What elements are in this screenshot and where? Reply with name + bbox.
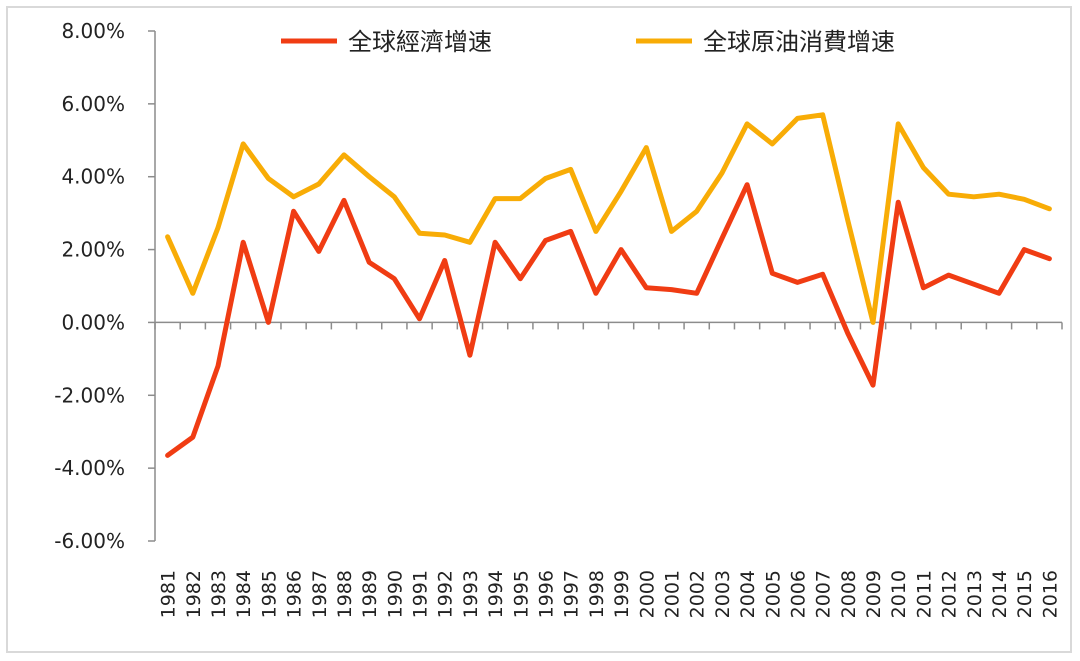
- x-tick-label: 1993: [460, 570, 482, 618]
- series-lines: [165, 112, 1052, 458]
- x-tick-label: 1991: [410, 570, 432, 618]
- y-tick-label: 0.00%: [61, 310, 125, 334]
- y-tick-label: 2.00%: [61, 238, 125, 262]
- y-tick-label: -4.00%: [54, 456, 125, 480]
- x-tick-label: 2007: [813, 570, 835, 618]
- x-tick-label: 1995: [510, 570, 532, 618]
- x-tick-label: 1985: [258, 570, 280, 618]
- y-tick-label: -2.00%: [54, 383, 125, 407]
- x-tick-label: 2003: [712, 570, 734, 618]
- x-tick-label: 1999: [611, 570, 633, 618]
- x-tick-label: 1988: [334, 570, 356, 618]
- x-tick-label: 2016: [1039, 570, 1061, 618]
- x-tick-label: 1990: [384, 570, 406, 618]
- x-tick-label: 1982: [183, 570, 205, 618]
- x-tick-label: 2001: [661, 570, 683, 618]
- y-axis: 8.00% 6.00% 4.00% 2.00% 0.00% -2.00% -4.00% -6.…: [54, 19, 156, 553]
- x-axis: 1981 1982 1983 1984 1985 1986 1987 1988 1989 1990…: [154, 321, 1063, 618]
- x-tick-label: 1981: [158, 570, 180, 618]
- x-tick-label: 1997: [561, 570, 583, 618]
- x-tick-label: 1992: [435, 570, 457, 618]
- x-tick-label: 2002: [687, 570, 709, 618]
- x-tick-label: 2011: [913, 570, 935, 618]
- series-line: [165, 112, 1052, 325]
- x-tick-label: 2015: [1014, 570, 1036, 618]
- y-tick-label: 4.00%: [61, 165, 125, 189]
- x-tick-label: 1996: [536, 570, 558, 618]
- x-tick-label: 2004: [737, 570, 759, 618]
- y-tick-label: 8.00%: [61, 19, 125, 43]
- x-tick-label: 1994: [485, 570, 507, 618]
- x-tick-label: 2009: [863, 570, 885, 618]
- x-tick-label: 1987: [309, 570, 331, 618]
- chart-frame: [6, 6, 1072, 653]
- x-tick-label: 1984: [233, 570, 255, 618]
- legend: 全球經濟增速 全球原油消費增速: [281, 28, 895, 56]
- x-tick-label: 1998: [586, 570, 608, 618]
- x-tick-label: 2006: [787, 570, 809, 618]
- x-tick-label: 2012: [939, 570, 961, 618]
- y-tick-label: 6.00%: [61, 92, 125, 116]
- x-tick-label: 2000: [636, 570, 658, 618]
- legend-label: 全球原油消費增速: [703, 28, 895, 56]
- x-tick-label: 2005: [762, 570, 784, 618]
- x-tick-label: 2008: [838, 570, 860, 618]
- legend-label: 全球經濟增速: [348, 28, 492, 56]
- y-tick-label: -6.00%: [54, 529, 125, 553]
- x-tick-label: 1986: [284, 570, 306, 618]
- series-line: [165, 182, 1052, 458]
- x-tick-label: 1983: [208, 570, 230, 618]
- x-tick-label: 2013: [964, 570, 986, 618]
- x-tick-label: 1989: [359, 570, 381, 618]
- x-tick-label: 2010: [888, 570, 910, 618]
- x-tick-label: 2014: [989, 570, 1011, 618]
